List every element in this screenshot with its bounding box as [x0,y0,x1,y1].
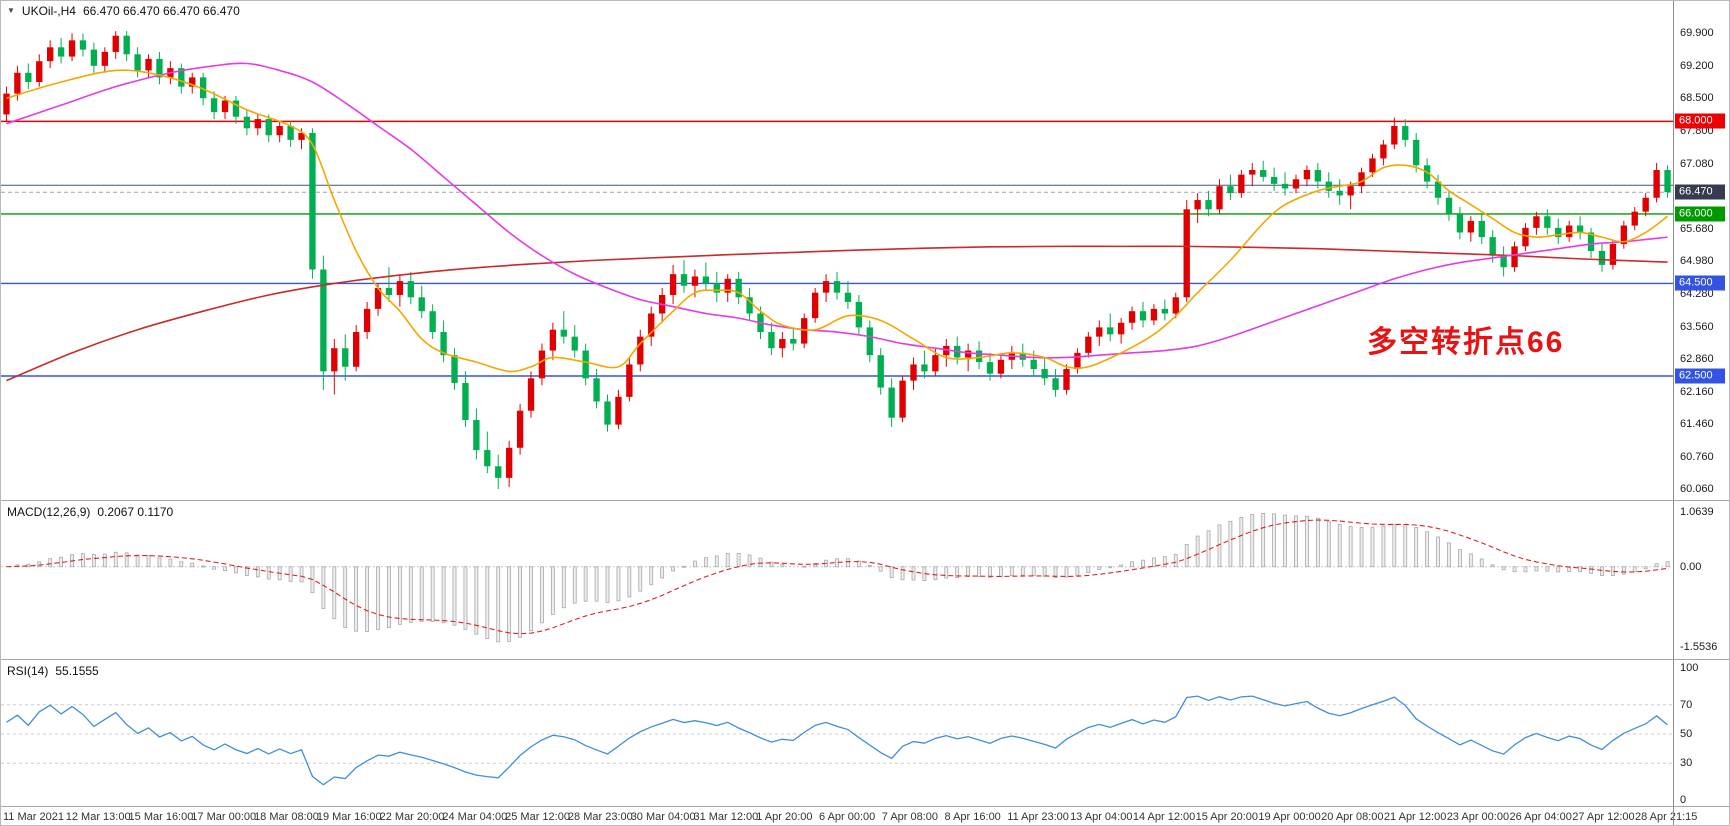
macd-panel-title: MACD(12,26,9) 0.2067 0.1170 [7,505,173,519]
time-axis-label: 26 Apr 04:00 [1509,811,1572,823]
time-axis-label: 11 Mar 2021 [3,811,64,823]
ohlc-readout: 66.470 66.470 66.470 66.470 [82,4,240,18]
time-axis-label: 24 Mar 04:00 [442,811,508,823]
axis-separator [1673,1,1674,825]
time-axis-label: 27 Apr 12:00 [1572,811,1635,823]
macd-axis-label: -1.5536 [1680,641,1718,654]
price-panel-title: ▼ UKOil-,H4 66.470 66.470 66.470 66.470 [7,4,240,18]
rsi-axis-label: 100 [1680,662,1699,674]
mid-ma-magenta [6,62,1668,359]
time-axis-label: 30 Mar 04:00 [630,811,696,823]
macd-axis-label: 1.0639 [1680,505,1714,518]
time-axis-label: 14 Apr 12:00 [1132,811,1196,823]
price-axis-label: 62.860 [1680,353,1714,366]
time-axis-label: 13 Apr 04:00 [1070,811,1133,823]
time-axis-label: 31 Mar 12:00 [693,811,759,823]
current-price-badge: 66.470 [1675,184,1725,200]
price-axis-label: 67.080 [1680,157,1714,170]
time-axis-label: 6 Apr 00:00 [819,811,876,823]
price-level-badge: 68.000 [1675,113,1725,129]
fast-ma-orange [6,69,1669,373]
price-level-badge: 66.000 [1675,206,1725,222]
rsi-axis-label: 30 [1680,757,1693,770]
rsi-readout: 55.1555 [55,664,99,678]
time-axis[interactable]: 11 Mar 2021 12 Mar 13:00 15 Mar 16:00 17 Ma… [1,808,1729,825]
slow-ma-red [6,245,1668,382]
rsi-axis-label: 70 [1680,698,1693,711]
price-axis-label: 69.900 [1680,27,1714,40]
time-axis-label: 28 Mar 23:00 [567,811,633,823]
time-axis-label: 17 Mar 00:00 [191,811,257,823]
time-axis-label: 23 Apr 00:00 [1446,811,1510,823]
time-axis-label: 18 Mar 08:00 [254,811,319,823]
time-axis-label: 11 Apr 23:00 [1007,811,1069,823]
price-level-badge: 62.500 [1675,368,1725,384]
time-axis-label: 15 Apr 20:00 [1195,811,1258,823]
time-axis-label: 19 Apr 00:00 [1258,811,1321,823]
trend-annotation-text[interactable]: 多空转折点66 [1367,326,1565,359]
rsi-panel-title: RSI(14) 55.1555 [7,664,99,678]
chart-shift-icon: ▼ [7,6,15,15]
price-axis-label: 61.460 [1680,418,1714,431]
time-axis-label: 1 Apr 20:00 [756,811,813,823]
macd-panel[interactable]: MACD(12,26,9) 0.2067 0.1170 1.0639 0.00 -1… [1,502,1729,660]
price-axis-label: 63.560 [1680,320,1714,333]
rsi-axis-label: 50 [1680,728,1693,740]
time-axis-label: 19 Mar 16:00 [316,811,382,823]
price-axis-label: 62.160 [1680,385,1714,398]
time-axis-label: 21 Apr 12:00 [1383,811,1447,823]
rsi-axis-label: 0 [1680,794,1687,806]
time-axis-label: 8 Apr 16:00 [944,811,1001,823]
price-axis-label: 68.500 [1680,92,1714,105]
time-axis-label: 22 Mar 20:00 [379,811,445,823]
price-axis-label: 65.680 [1680,222,1714,235]
time-axis-label: 12 Mar 13:00 [65,811,131,823]
time-axis-label: 20 Apr 08:00 [1321,811,1384,823]
price-axis-label: 69.200 [1680,59,1714,72]
rsi-panel[interactable]: RSI(14) 55.1555 100 70 50 30 0 [1,661,1729,807]
symbol-timeframe-label: UKOil-,H4 [21,4,76,18]
macd-canvas[interactable] [1,502,1673,660]
price-panel[interactable]: ▼ UKOil-,H4 66.470 66.470 66.470 66.470 … [1,1,1729,501]
price-chart-canvas[interactable] [1,1,1673,501]
price-axis-label: 60.060 [1680,482,1714,495]
price-level-badge: 64.500 [1675,275,1725,291]
time-axis-label: 7 Apr 08:00 [881,811,939,823]
rsi-canvas[interactable] [1,661,1673,807]
time-axis-label: 25 Mar 12:00 [505,811,570,823]
macd-axis-label: 0.00 [1680,560,1702,573]
time-axis-label: 28 Apr 21:15 [1635,811,1698,823]
macd-readout: 0.2067 0.1170 [97,505,174,519]
time-axis-label: 15 Mar 16:00 [128,811,194,823]
macd-indicator-label: MACD(12,26,9) [7,505,91,519]
price-axis-label: 60.760 [1680,450,1714,463]
rsi-indicator-label: RSI(14) [7,664,49,678]
price-axis-label: 64.980 [1680,255,1714,268]
